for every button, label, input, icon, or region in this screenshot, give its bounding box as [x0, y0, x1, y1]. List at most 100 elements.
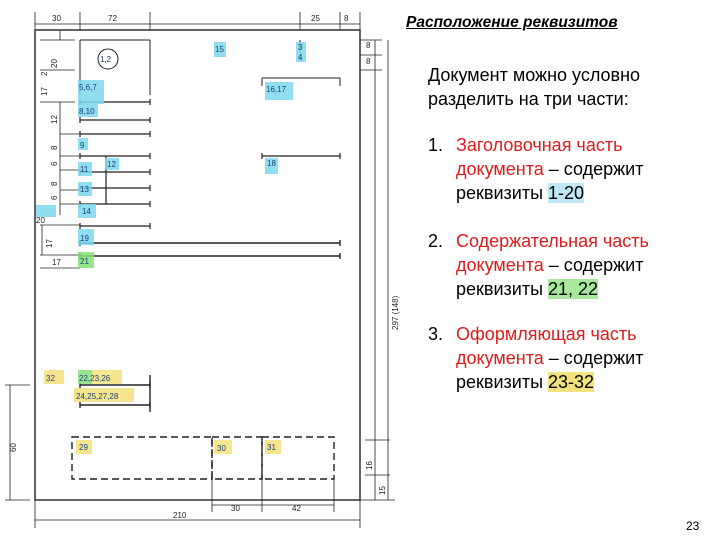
dim-right-15: 15 — [378, 486, 387, 495]
dim-left-17b: 17 — [45, 239, 54, 248]
hl-23-26 — [92, 370, 122, 384]
part-name-line1: Оформляющая часть — [456, 324, 637, 344]
dim-left-17a: 17 — [40, 87, 49, 96]
req-12: 12 — [107, 160, 116, 169]
hl-21 — [78, 252, 94, 268]
part-desc: – содержит — [543, 348, 644, 368]
bottom-dimensions — [34, 479, 361, 528]
header-lines — [79, 99, 341, 229]
part-content: 2. Содержательная часть документа – содер… — [428, 229, 713, 301]
req-4: 4 — [298, 53, 303, 62]
dim-top-8: 8 — [344, 14, 349, 23]
hl-16-17 — [265, 82, 293, 100]
hl-14 — [78, 204, 96, 218]
hl-30 — [214, 440, 232, 454]
document-layout-diagram: 30 72 25 8 8 8 297 (148) 15 16 2 — [5, 12, 400, 528]
dim-right-16: 16 — [365, 461, 374, 470]
hl-22 — [78, 370, 92, 384]
hl-19 — [78, 229, 94, 245]
part-number: 3. — [428, 324, 444, 344]
dim-left-20: 20 — [50, 59, 59, 68]
part-number: 1. — [428, 135, 444, 155]
req-18: 18 — [267, 159, 276, 168]
hl-13 — [78, 182, 92, 196]
part-header: 1. Заголовочная часть документа – содержи… — [428, 133, 713, 205]
hl-12 — [105, 158, 119, 170]
dim-left-2: 2 — [40, 71, 49, 76]
part-name-line2: документа — [456, 255, 544, 275]
hl-5-6-7 — [78, 80, 104, 104]
hl-11 — [78, 162, 92, 176]
req-5-6-7: 5,6,7 — [79, 83, 97, 92]
hl-9 — [78, 138, 88, 150]
dim-left-17c: 17 — [52, 258, 61, 267]
part-name-line1: Содержательная часть — [456, 231, 649, 251]
hl-29 — [76, 440, 92, 454]
content-lines — [79, 240, 341, 412]
dim-right-8a: 8 — [366, 41, 371, 50]
part-range: 21, 22 — [548, 279, 599, 299]
dim-left-6b: 6 — [50, 195, 59, 200]
part-name-line2: документа — [456, 159, 544, 179]
req-11: 11 — [80, 165, 89, 174]
part-desc: – содержит — [543, 255, 644, 275]
dim-left-20b: 20 — [36, 216, 45, 225]
page-border — [34, 29, 361, 501]
part-formatting: 3. Оформляющая часть документа – содержит… — [428, 322, 713, 394]
req-8-10: 8,10 — [79, 107, 95, 116]
part-name-line1: Заголовочная часть — [456, 135, 623, 155]
req-21: 21 — [80, 257, 89, 266]
page-number: 23 — [686, 519, 700, 533]
hl-32 — [44, 370, 64, 384]
part-number: 2. — [428, 231, 444, 251]
hl-left-6 — [36, 205, 56, 217]
req-9: 9 — [80, 141, 85, 150]
dim-left-12: 12 — [50, 115, 59, 124]
req-31: 31 — [267, 443, 276, 452]
hl-8-10 — [78, 104, 98, 117]
dim-bottom-210: 210 — [173, 511, 187, 520]
hl-24-25-27-28 — [74, 388, 134, 402]
part-range: 23-32 — [548, 372, 595, 392]
requisite-1-2-circle — [97, 48, 119, 70]
hl-3-4 — [296, 42, 306, 62]
req-14: 14 — [82, 207, 91, 216]
part-req-text: реквизиты — [456, 372, 549, 392]
dim-top-25: 25 — [311, 14, 320, 23]
req-30: 30 — [217, 444, 226, 453]
slide-title: Расположение реквизитов — [406, 14, 618, 31]
part-req-text: реквизиты — [456, 279, 549, 299]
dim-left-8b: 8 — [50, 181, 59, 186]
dim-left-60: 60 — [9, 443, 18, 452]
intro-text: Документ можно условно разделить на три … — [428, 65, 641, 109]
bottom-blocks — [71, 436, 335, 480]
hl-31 — [265, 440, 281, 454]
dim-left-6a: 6 — [50, 161, 59, 166]
dim-left-8a: 8 — [50, 145, 59, 150]
dim-top-72: 72 — [108, 14, 117, 23]
req-32: 32 — [46, 374, 55, 383]
req-15: 15 — [215, 45, 224, 54]
dim-top-30: 30 — [52, 14, 61, 23]
hl-18 — [265, 158, 278, 174]
req-19: 19 — [80, 234, 89, 243]
top-dimensions — [34, 12, 361, 30]
req-3: 3 — [298, 43, 303, 52]
req-29: 29 — [79, 443, 88, 452]
dim-bottom-42: 42 — [292, 504, 301, 513]
req-1-2: 1,2 — [100, 55, 112, 64]
req-22-23-26: 22,23,26 — [79, 374, 111, 383]
part-range: 1-20 — [548, 183, 585, 203]
part-name-line2: документа — [456, 348, 544, 368]
req-24-25-27-28: 24,25,27,28 — [76, 392, 119, 401]
req-13: 13 — [80, 185, 89, 194]
dim-page-height: 297 (148) — [391, 295, 400, 330]
left-dimensions — [5, 30, 80, 501]
part-desc: – содержит — [543, 159, 644, 179]
dim-bottom-30: 30 — [231, 504, 240, 513]
dim-right-8b: 8 — [366, 57, 371, 66]
part-req-text: реквизиты — [456, 183, 549, 203]
hl-15 — [214, 42, 226, 57]
req-16-17: 16,17 — [266, 85, 287, 94]
right-dimensions — [360, 39, 395, 501]
